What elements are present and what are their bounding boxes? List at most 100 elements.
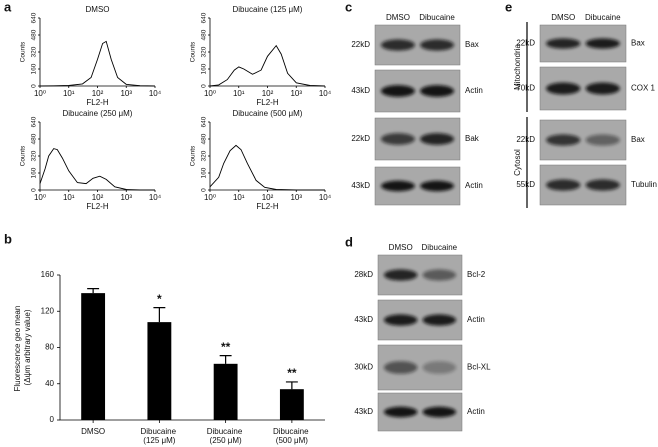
panel-label: b [4,231,12,246]
error-bar [153,307,166,323]
blot-band [420,180,455,192]
size-label: 70kD [516,84,535,93]
bar [279,389,304,420]
x-axis-label: FL2-H [256,98,278,107]
x-tick-label: Dibucaine (250 μM) [207,427,245,445]
blot-band [383,361,418,374]
x-tick-label: 10¹ [233,193,245,202]
blot-band [422,361,457,374]
panel-label: c [345,0,352,14]
x-tick-label: 10² [92,89,104,98]
y-tick-label: 160 [31,63,38,74]
blot-band [422,269,457,281]
protein-label: Bak [465,134,480,143]
protein-label: COX 1 [631,84,656,93]
y-tick-label: 0 [31,84,38,88]
x-tick-label: 10³ [120,89,132,98]
blot-band [380,39,415,51]
protein-label: Actin [465,181,483,190]
y-tick-label: 320 [201,46,208,57]
y-tick-label: 480 [31,133,38,144]
x-tick-label: 10⁴ [149,89,162,98]
y-tick-label: 640 [201,12,208,23]
x-tick-label: 10⁴ [319,89,332,98]
panel-label: d [345,234,353,249]
blot-band [546,38,581,49]
x-tick-label: Dibucaine (125 μM) [140,427,178,445]
text-line: (125 μM) [143,436,176,445]
x-axis-label: FL2-H [256,202,278,211]
y-tick-label: 480 [201,133,208,144]
size-label: 43kD [351,86,370,95]
column-label: DMSO [386,13,410,22]
column-label: Dibucaine [419,13,455,22]
blot-band [422,406,457,418]
column-label: DMSO [551,13,575,22]
y-tick-label: 160 [201,63,208,74]
blot-band [546,82,581,95]
histogram-line [209,144,325,191]
x-tick-label: 10³ [120,193,132,202]
size-label: 43kD [354,315,373,324]
blot-band [585,179,620,191]
chart-title: Dibucaine (250 μM) [63,109,133,118]
blot-band [422,314,457,326]
y-tick-label: 160 [41,270,55,279]
bar [213,363,238,420]
x-tick-label: 10¹ [63,193,75,202]
x-tick-label: 10¹ [233,89,245,98]
y-tick-label: 480 [201,29,208,40]
y-axis-label: Fluorescence geo mean (Δψm arbitrary val… [13,303,32,391]
x-axis-label: FL2-H [86,98,108,107]
x-tick-label: 10⁰ [204,193,216,202]
x-tick-label: Dibucaine (500 μM) [273,427,311,445]
protein-label: Actin [467,407,485,416]
text-line: (500 μM) [276,436,309,445]
blot-band [420,39,455,51]
x-axis-label: FL2-H [86,202,108,211]
blot-band [546,179,581,191]
x-tick-label: 10² [262,193,274,202]
chart-title: Dibucaine (500 μM) [233,109,303,118]
axis [39,18,155,87]
size-label: 30kD [354,363,373,372]
axis [39,122,155,191]
y-tick-label: 160 [201,167,208,178]
size-label: 43kD [351,181,370,190]
blot-band [585,134,620,146]
x-tick-label: 10¹ [63,89,75,98]
text-line: Dibucaine [207,427,245,436]
column-label: Dibucaine [422,243,458,252]
y-tick-label: 640 [31,116,38,127]
x-tick-label: 10³ [290,193,302,202]
protein-label: Bax [631,135,645,144]
y-axis-label: Counts [190,145,197,166]
size-label: 43kD [354,407,373,416]
size-label: 22kD [516,135,535,144]
y-tick-label: 0 [201,188,208,192]
protein-label: Bax [631,39,645,48]
histogram-line [39,40,156,87]
blot-band [420,85,455,97]
blot-band [380,85,415,97]
text-line: (250 μM) [210,436,243,445]
blot-band [383,314,418,326]
protein-label: Bax [465,40,479,49]
group-label: Cytosol [513,149,522,176]
x-tick-label: 10² [262,89,274,98]
x-tick-label: 10² [92,193,104,202]
blot-band [383,269,418,281]
y-axis-label: Counts [20,41,27,62]
significance: ** [221,340,231,354]
blot-band [546,134,581,146]
axis [209,18,325,87]
x-tick-label: 10⁰ [204,89,216,98]
protein-label: Actin [467,315,485,324]
significance: * [157,292,162,306]
text-line: Dibucaine [273,427,311,436]
y-tick-label: 480 [31,29,38,40]
error-bar [219,355,232,364]
panel-label: e [505,0,512,14]
protein-label: Bcl-2 [467,270,486,279]
